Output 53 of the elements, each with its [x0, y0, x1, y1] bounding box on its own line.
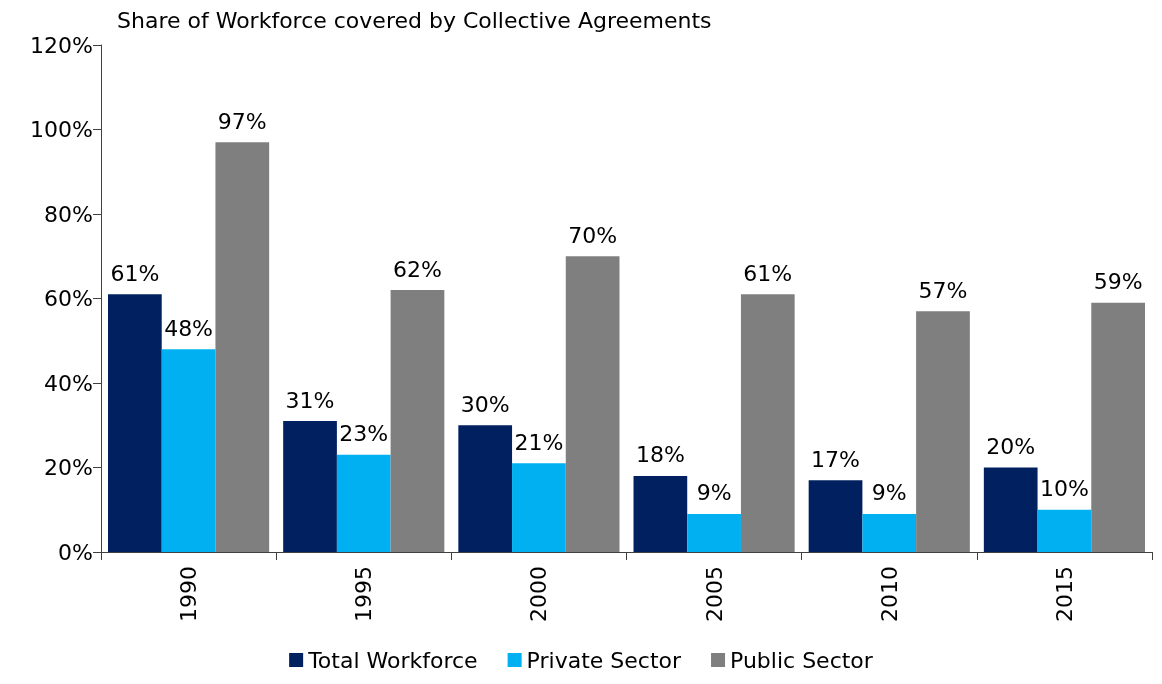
bar — [862, 513, 917, 552]
bar — [108, 294, 162, 552]
data-label: 48% — [164, 315, 214, 341]
data-label: 30% — [460, 391, 510, 417]
data-label: 23% — [339, 421, 389, 447]
bar — [512, 463, 566, 552]
x-tick-label: 2015 — [1051, 566, 1077, 622]
data-label: 9% — [871, 480, 907, 506]
data-label: 61% — [743, 260, 793, 286]
y-tick-label: 60% — [44, 286, 93, 311]
x-tick-label: 2005 — [701, 566, 727, 622]
y-tick-label: 40% — [44, 370, 93, 396]
data-label: 20% — [986, 434, 1036, 459]
x-tick-label: 2010 — [876, 566, 902, 622]
bar — [633, 475, 688, 552]
bar — [1091, 302, 1145, 552]
bar — [565, 256, 620, 552]
y-tick-label: 0% — [58, 539, 93, 565]
data-label: 9% — [696, 480, 732, 506]
bar — [983, 467, 1038, 552]
chart-title: Share of Workforce covered by Collective Agreements — [117, 7, 712, 33]
legend-label: Total Workforce — [307, 647, 478, 673]
bar — [687, 513, 741, 552]
bar — [1037, 509, 1092, 552]
data-label: 97% — [217, 108, 267, 134]
bar — [390, 290, 445, 552]
legend-label: Private Sector — [526, 647, 682, 673]
data-label: 18% — [635, 442, 685, 468]
data-label: 70% — [568, 222, 618, 248]
data-label: 57% — [918, 277, 968, 303]
x-tick-label: 1990 — [176, 566, 202, 622]
bar — [336, 454, 391, 552]
y-tick-label: 80% — [44, 201, 93, 227]
data-label: 21% — [514, 429, 564, 455]
data-label: 10% — [1039, 476, 1089, 502]
legend-label: Public Sector — [730, 647, 874, 673]
y-tick-label: 100% — [30, 117, 93, 142]
bar — [283, 421, 337, 552]
y-tick-label: 120% — [30, 32, 93, 58]
bar — [215, 142, 270, 552]
bar — [916, 311, 970, 552]
data-label: 31% — [285, 387, 335, 413]
data-label: 59% — [1093, 269, 1143, 295]
x-tick-label: 2000 — [526, 566, 552, 622]
data-label: 61% — [110, 260, 160, 286]
bar — [808, 480, 863, 552]
data-label: 62% — [393, 256, 442, 282]
bar — [740, 294, 795, 552]
bar — [458, 425, 513, 552]
bar — [161, 349, 216, 552]
data-label: 17% — [811, 446, 860, 472]
y-tick-label: 20% — [44, 455, 93, 480]
x-tick-label: 1995 — [351, 566, 377, 622]
